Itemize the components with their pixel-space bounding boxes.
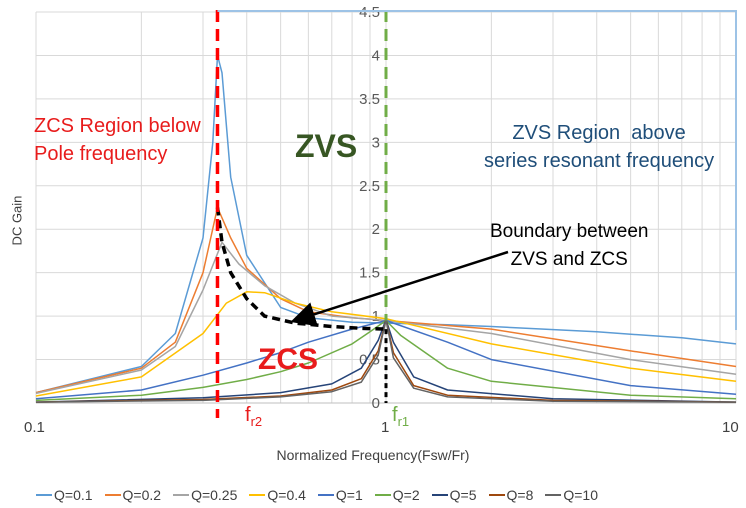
legend-label: Q=2 [392, 487, 420, 503]
legend-swatch [317, 494, 334, 496]
y-axis-label: DC Gain [9, 195, 25, 246]
legend-swatch [545, 494, 562, 496]
y-tick-label: 2.5 [359, 178, 380, 195]
series-line-q-1 [35, 319, 737, 400]
y-tick-label: 3.5 [359, 91, 380, 108]
legend-label: Q=10 [563, 487, 598, 503]
legend-item: Q=5 [431, 487, 477, 503]
fr1-label: fr1 [392, 404, 409, 429]
y-tick-label: 3 [372, 134, 380, 151]
y-tick-label: 1 [372, 308, 380, 325]
legend-swatch [249, 494, 266, 496]
legend-label: Q=0.2 [122, 487, 162, 503]
zvs-label: ZVS [295, 128, 358, 164]
fr2-label-sub: r2 [250, 414, 263, 429]
fr1-label-f: f [392, 404, 398, 426]
fr1-label-sub: r1 [397, 414, 410, 429]
frequency-markers [215, 10, 737, 418]
series-lines [35, 54, 737, 403]
boundary-annotation: Boundary between ZVS and ZCS [490, 221, 649, 270]
y-tick-label: 0 [372, 395, 380, 412]
fr2-label: fr2 [245, 404, 262, 429]
legend-swatch [488, 494, 505, 496]
legend-item: Q=10 [545, 487, 598, 503]
y-axis-label-wrap: DC Gain [2, 175, 32, 265]
legend-item: Q=0.1 [36, 487, 93, 503]
legend-item: Q=0.4 [249, 487, 306, 503]
legend: Q=0.1 Q=0.2 Q=0.25 Q=0.4 Q=1 Q=2 Q=5 Q=8 Q=10 [36, 485, 736, 505]
legend-swatch [173, 494, 190, 496]
series-line-q-0-2 [35, 206, 737, 394]
series-line-q-10 [35, 318, 737, 403]
legend-swatch [374, 494, 391, 496]
series-line-q-0-25 [35, 241, 737, 395]
legend-swatch [431, 494, 448, 496]
legend-label: Q=0.1 [54, 487, 93, 503]
y-tick-label: 1.5 [359, 265, 380, 282]
zvs-region-annotation: ZVS Region above series resonant frequen… [484, 122, 715, 172]
y-tick-label: 4.5 [359, 4, 380, 21]
x-tick-label-10: 10 [722, 419, 739, 436]
legend-label: Q=5 [449, 487, 477, 503]
legend-label: Q=1 [335, 487, 363, 503]
legend-item: Q=8 [488, 487, 534, 503]
legend-label: Q=0.25 [191, 487, 238, 503]
zcs-region-annotation: ZCS Region below Pole frequency [34, 115, 201, 165]
series-line-q-0-4 [35, 291, 737, 397]
x-tick-label-1: 1 [381, 419, 390, 436]
y-tick-label: 4 [372, 47, 380, 64]
x-axis-label: Normalized Frequency(Fsw/Fr) [276, 447, 470, 463]
legend-label: Q=0.4 [267, 487, 306, 503]
legend-item: Q=0.2 [104, 487, 162, 503]
boundary-arrow [290, 250, 509, 327]
y-tick-label: 2 [372, 221, 380, 238]
legend-item: Q=1 [317, 487, 363, 503]
fr2-label-f: f [245, 404, 251, 426]
legend-item: Q=2 [374, 487, 420, 503]
legend-swatch [36, 494, 52, 496]
legend-label: Q=8 [506, 487, 534, 503]
series-line-q-2 [35, 319, 737, 402]
zcs-label: ZCS [258, 343, 318, 376]
boundary-curve [215, 207, 387, 331]
zvs-region-border [217, 10, 737, 330]
x-tick-label-0.1: 0.1 [24, 419, 45, 436]
boundary-arrow-line [290, 250, 509, 327]
series-line-q-0-1 [35, 54, 737, 394]
legend-swatch [104, 494, 121, 496]
legend-item: Q=0.25 [173, 487, 237, 503]
